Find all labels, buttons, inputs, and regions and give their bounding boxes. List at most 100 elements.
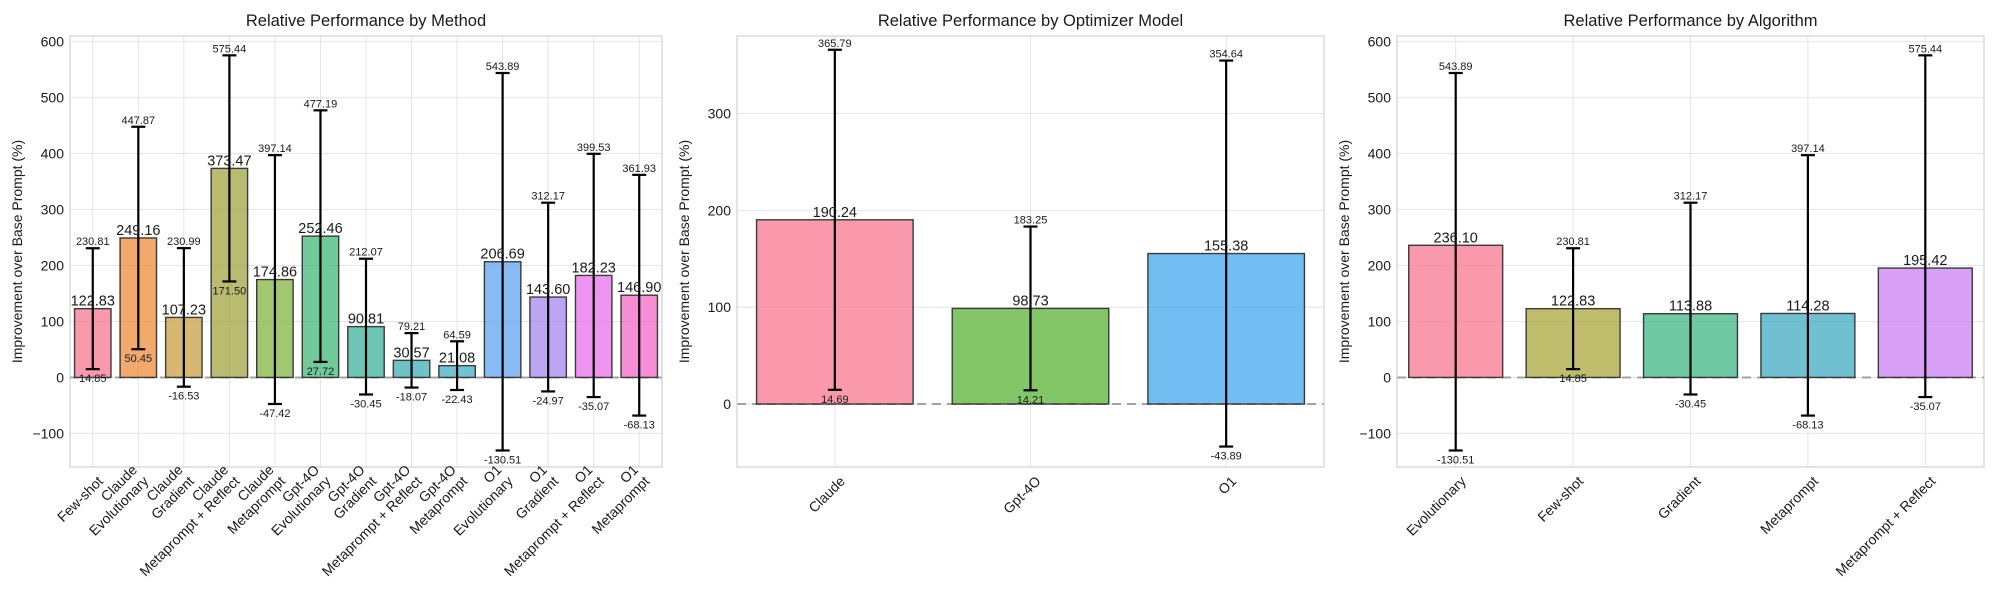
chart-panel-2: 190.24 365.79 14.69 98.73 183.25 14.21 155.38 3… xyxy=(676,12,1325,517)
y-tick-label: 400 xyxy=(41,146,65,162)
y-axis-label: Improvement over Base Prompt (%) xyxy=(676,140,692,363)
error-low-label: -35.07 xyxy=(578,401,609,413)
y-tick-label: 300 xyxy=(41,202,65,218)
error-low-label: -18.07 xyxy=(396,392,427,404)
error-high-label: 397.14 xyxy=(1791,143,1825,155)
error-low-label: -68.13 xyxy=(624,420,655,432)
error-high-label: 183.25 xyxy=(1014,215,1048,227)
chart-title: Relative Performance by Algorithm xyxy=(1563,12,1817,30)
error-high-label: 575.44 xyxy=(1908,43,1942,55)
y-axis-label: Improvement over Base Prompt (%) xyxy=(1336,140,1352,363)
y-tick-label: 200 xyxy=(708,202,732,218)
x-tick-label: Claude xyxy=(805,473,848,516)
error-low-label: -35.07 xyxy=(1910,401,1941,413)
error-low-label: -30.45 xyxy=(1675,398,1706,410)
error-high-label: 230.81 xyxy=(1556,236,1590,248)
plot-frame xyxy=(736,35,1325,468)
error-low-label: -47.42 xyxy=(259,408,290,420)
y-tick-label: 200 xyxy=(41,257,65,273)
y-tick-label: 100 xyxy=(708,299,732,315)
chart-panel-3: 236.10 543.89 -130.51 122.83 230.81 14.85 113.… xyxy=(1336,12,1985,579)
error-high-label: 477.19 xyxy=(304,98,338,110)
x-tick-label: ClaudeGradient xyxy=(136,461,197,522)
x-tick-label: Metaprompt + Reflect xyxy=(1832,473,1938,579)
y-tick-label: 500 xyxy=(41,90,65,106)
y-tick-label: 0 xyxy=(1383,369,1391,385)
error-high-label: 447.87 xyxy=(121,115,155,127)
error-low-label: -30.45 xyxy=(350,398,381,410)
x-tick-label: Gradient xyxy=(1654,473,1703,522)
chart-title: Relative Performance by Optimizer Model xyxy=(878,12,1183,30)
x-tick-label: O1Gradient xyxy=(501,461,562,522)
error-low-label: -22.43 xyxy=(441,394,472,406)
chart-title: Relative Performance by Method xyxy=(246,12,486,30)
y-tick-label: 400 xyxy=(1368,146,1392,162)
error-high-label: 354.64 xyxy=(1209,49,1243,61)
error-low-label: -16.53 xyxy=(168,391,199,403)
error-high-label: 575.44 xyxy=(213,43,247,55)
y-axis-label: Improvement over Base Prompt (%) xyxy=(9,140,25,363)
error-low-label: 27.72 xyxy=(307,366,335,378)
x-tick-label: Few-shot xyxy=(1534,473,1586,525)
bar-value-label: 249.16 xyxy=(116,223,160,239)
bar-value-label: 252.46 xyxy=(298,221,342,237)
plot-frame xyxy=(69,35,663,468)
error-high-label: 543.89 xyxy=(486,61,520,73)
bar-value-label: 206.69 xyxy=(480,247,524,263)
bar-value-label: 122.83 xyxy=(1551,294,1595,310)
bar-value-label: 113.88 xyxy=(1669,299,1712,315)
x-tick-label: Gpt-4O xyxy=(1000,473,1044,517)
error-low-label: -130.51 xyxy=(1437,454,1474,466)
bar-value-label: 174.86 xyxy=(253,265,297,281)
y-tick-label: 600 xyxy=(41,34,65,50)
bar-value-label: 373.47 xyxy=(207,153,251,169)
error-low-label: 14.69 xyxy=(821,394,849,406)
error-high-label: 397.14 xyxy=(258,143,292,155)
y-tick-label: 300 xyxy=(1368,202,1392,218)
error-high-label: 79.21 xyxy=(398,321,426,333)
bar-value-label: 236.10 xyxy=(1434,230,1478,246)
bar-value-label: 146.90 xyxy=(617,280,661,296)
y-tick-label: 600 xyxy=(1368,34,1392,50)
bar-value-label: 195.42 xyxy=(1903,253,1947,269)
error-low-label: -24.97 xyxy=(533,395,564,407)
error-high-label: 365.79 xyxy=(818,38,852,50)
y-tick-label: 0 xyxy=(723,396,731,412)
y-tick-label: −100 xyxy=(1359,425,1391,441)
error-high-label: 230.99 xyxy=(167,236,201,248)
bar-value-label: 107.23 xyxy=(162,302,206,318)
error-low-label: -43.89 xyxy=(1211,451,1242,463)
error-high-label: 230.81 xyxy=(76,236,110,248)
error-low-label: 14.85 xyxy=(1559,373,1587,385)
bar-value-label: 182.23 xyxy=(572,260,616,276)
error-high-label: 312.17 xyxy=(531,191,565,203)
error-low-label: 171.50 xyxy=(213,285,247,297)
bar-value-label: 114.28 xyxy=(1786,298,1829,314)
chart-panel-1: 122.83 230.81 14.85 249.16 447.87 50.45 107.23… xyxy=(9,12,663,579)
bar-value-label: 21.08 xyxy=(439,351,475,367)
plot-frame xyxy=(1396,35,1985,468)
error-high-label: 361.93 xyxy=(622,163,656,175)
error-low-label: -130.51 xyxy=(484,454,521,466)
x-tick-label: Metaprompt xyxy=(1757,473,1821,537)
y-tick-label: 200 xyxy=(1368,257,1392,273)
y-tick-label: 500 xyxy=(1368,90,1392,106)
error-low-label: -68.13 xyxy=(1792,420,1823,432)
error-low-label: 50.45 xyxy=(125,353,153,365)
x-tick-label: Gpt-4OGradient xyxy=(319,461,380,522)
error-low-label: 14.21 xyxy=(1017,394,1045,406)
error-low-label: 14.85 xyxy=(79,373,107,385)
error-high-label: 312.17 xyxy=(1674,191,1708,203)
y-tick-label: −100 xyxy=(32,425,64,441)
error-high-label: 543.89 xyxy=(1439,61,1473,73)
x-tick-label: O1 xyxy=(1215,473,1240,498)
y-tick-label: 300 xyxy=(708,105,732,121)
bar-value-label: 122.83 xyxy=(71,294,115,310)
y-tick-label: 100 xyxy=(1368,313,1392,329)
bar-value-label: 190.24 xyxy=(813,205,857,221)
bar-value-label: 98.73 xyxy=(1012,293,1048,309)
bar-value-label: 30.57 xyxy=(393,345,429,361)
bar-value-label: 90.81 xyxy=(348,312,384,328)
error-high-label: 64.59 xyxy=(443,329,471,341)
